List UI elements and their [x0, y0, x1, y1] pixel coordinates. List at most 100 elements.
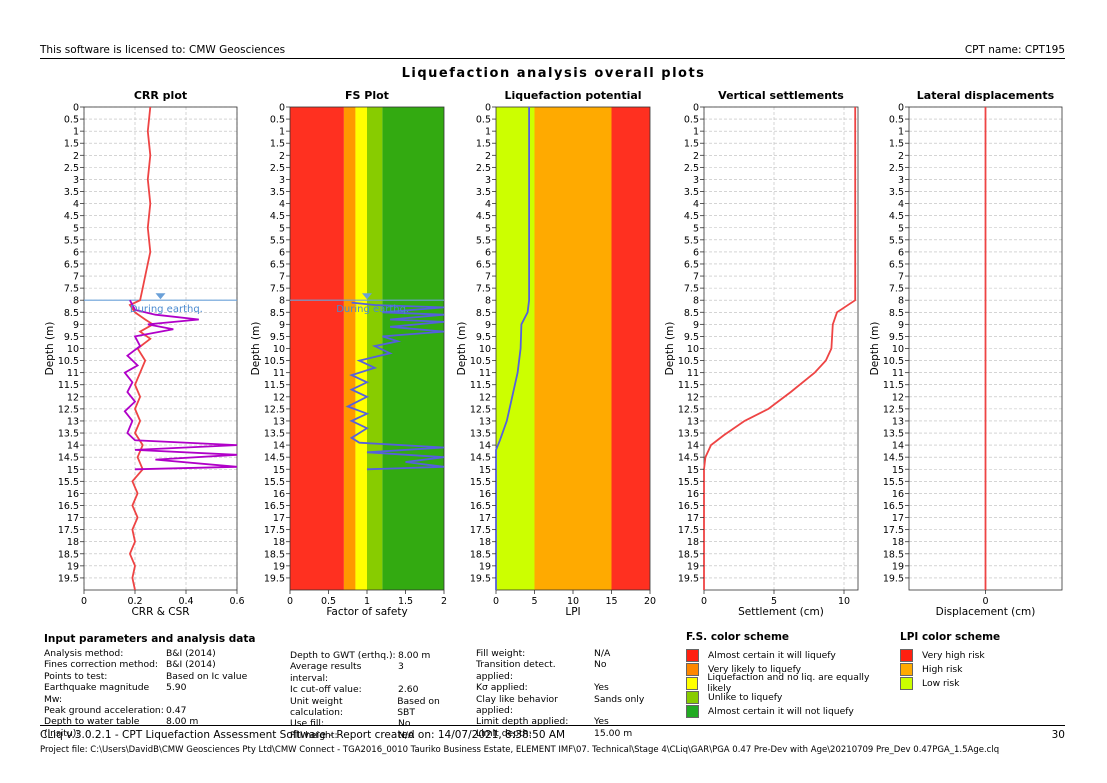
legend-swatch: [686, 676, 699, 690]
legend-swatch: [900, 676, 913, 690]
y-tick-label: 10.5: [58, 356, 79, 367]
param-label: Fines correction method:: [44, 659, 159, 671]
water-table-marker: [155, 293, 166, 300]
param-row: Ic cut-off value: 2.60: [290, 684, 460, 695]
y-tick-label: 5: [279, 223, 285, 234]
y-tick-label: 1.5: [476, 139, 491, 150]
y-tick-label: 13: [479, 416, 491, 427]
param-label: Limit depth:: [476, 727, 532, 739]
y-tick-label: 13: [892, 416, 904, 427]
param-value: B&I (2014): [166, 648, 216, 659]
y-tick-label: 2.5: [889, 163, 904, 174]
y-tick-label: 12: [892, 392, 904, 403]
y-tick-label: 18.5: [678, 549, 699, 560]
y-tick-label: 17: [892, 513, 904, 524]
y-tick-label: 18: [687, 537, 699, 548]
y-tick-label: 6.5: [476, 259, 491, 270]
param-row: Earthquake magnitude Mw: 5.90: [44, 682, 274, 705]
y-tick-label: 11: [687, 368, 699, 379]
legend-swatch: [686, 704, 699, 718]
y-tick-label: 2: [693, 151, 699, 162]
legend-label: Almost certain it will liquefy: [708, 649, 836, 661]
legend-label: Very high risk: [922, 649, 985, 661]
chart-panel-3: 00.511.522.533.544.555.566.577.588.599.5…: [456, 89, 656, 618]
y-tick-label: 16: [67, 489, 79, 500]
y-tick-label: 16: [273, 489, 285, 500]
annotation-label: During earthq.: [130, 304, 203, 315]
y-tick-label: 16.5: [883, 501, 904, 512]
params-col2: Depth to GWT (erthq.): 8.00 m Average resu…: [290, 650, 460, 741]
y-tick-label: 7.5: [476, 284, 491, 295]
x-tick-label: 0: [493, 596, 499, 607]
water-table-marker: [362, 293, 372, 300]
y-tick-label: 16: [892, 489, 904, 500]
y-tick-label: 5: [485, 223, 491, 234]
param-label: Depth to GWT (erthq.):: [290, 650, 396, 661]
x-tick-label: 0: [701, 596, 707, 607]
y-tick-label: 1.5: [270, 139, 285, 150]
y-tick-label: 8: [485, 296, 491, 307]
param-label: Fill height:: [290, 729, 338, 741]
header-rule: [40, 58, 1065, 59]
y-axis-label: Depth (m): [44, 322, 56, 376]
y-tick-label: 17.5: [470, 525, 491, 536]
chart-title: Lateral displacements: [917, 89, 1055, 102]
y-tick-label: 13.5: [264, 429, 285, 440]
param-row: Clay like behavior applied: Sands only: [476, 694, 656, 717]
x-tick-label: 2: [441, 596, 447, 607]
y-tick-label: 3.5: [476, 187, 491, 198]
y-tick-label: 1: [485, 127, 491, 138]
legend-item: High risk: [900, 662, 1050, 676]
chart-title: Vertical settlements: [718, 89, 844, 102]
legend-label: High risk: [922, 663, 963, 675]
y-tick-label: 11: [479, 368, 491, 379]
y-tick-label: 5.5: [889, 235, 904, 246]
lpi-legend: Very high risk High risk Low risk: [900, 648, 1050, 690]
y-tick-label: 0: [693, 103, 699, 114]
y-tick-label: 18: [479, 537, 491, 548]
y-tick-label: 3.5: [64, 187, 79, 198]
params-col1: Analysis method: B&I (2014) Fines correcti…: [44, 648, 274, 739]
y-tick-label: 17.5: [883, 525, 904, 536]
param-value: Yes: [594, 682, 609, 694]
y-tick-label: 3: [898, 175, 904, 186]
param-row: Depth to water table (insitu): 8.00 m: [44, 716, 274, 739]
y-tick-label: 14.5: [264, 453, 285, 464]
y-tick-label: 15: [892, 465, 904, 476]
y-tick-label: 5.5: [270, 235, 285, 246]
y-tick-label: 4: [693, 199, 699, 210]
legend-label: Almost certain it will not liquefy: [708, 705, 854, 717]
x-tick-label: 0.5: [321, 596, 336, 607]
y-tick-label: 10: [273, 344, 285, 355]
y-tick-label: 5: [693, 223, 699, 234]
y-tick-label: 9: [73, 320, 79, 331]
y-tick-label: 12.5: [264, 404, 285, 415]
y-tick-label: 8: [279, 296, 285, 307]
x-tick-label: 5: [771, 596, 777, 607]
y-tick-label: 19.5: [264, 573, 285, 584]
x-axis-label: Settlement (cm): [738, 606, 824, 618]
param-row: Limit depth applied: Yes: [476, 716, 656, 727]
y-tick-label: 18: [892, 537, 904, 548]
chart-panel-5: 00.511.522.533.544.555.566.577.588.599.5…: [869, 89, 1063, 618]
y-tick-label: 11.5: [678, 380, 699, 391]
y-tick-label: 11.5: [264, 380, 285, 391]
color-band: [343, 107, 356, 590]
y-tick-label: 12: [687, 392, 699, 403]
param-value: Based on SBT: [397, 695, 440, 719]
y-tick-label: 11: [892, 368, 904, 379]
charts-canvas: During earthq. 00.511.522.533.544.555.566…: [44, 89, 1063, 618]
param-row: Peak ground acceleration: 0.47: [44, 705, 274, 716]
x-tick-label: 1.5: [398, 596, 413, 607]
y-axis-label: Depth (m): [869, 322, 881, 376]
y-tick-label: 2.5: [476, 163, 491, 174]
lpi-legend-title: LPI color scheme: [900, 631, 1001, 643]
y-tick-label: 19.5: [678, 573, 699, 584]
y-tick-label: 1.5: [64, 139, 79, 150]
y-tick-label: 14: [892, 441, 904, 452]
y-tick-label: 1.5: [889, 139, 904, 150]
y-tick-label: 13.5: [678, 429, 699, 440]
y-tick-label: 6: [898, 247, 904, 258]
legend-swatch: [686, 690, 699, 704]
y-tick-label: 10.5: [470, 356, 491, 367]
